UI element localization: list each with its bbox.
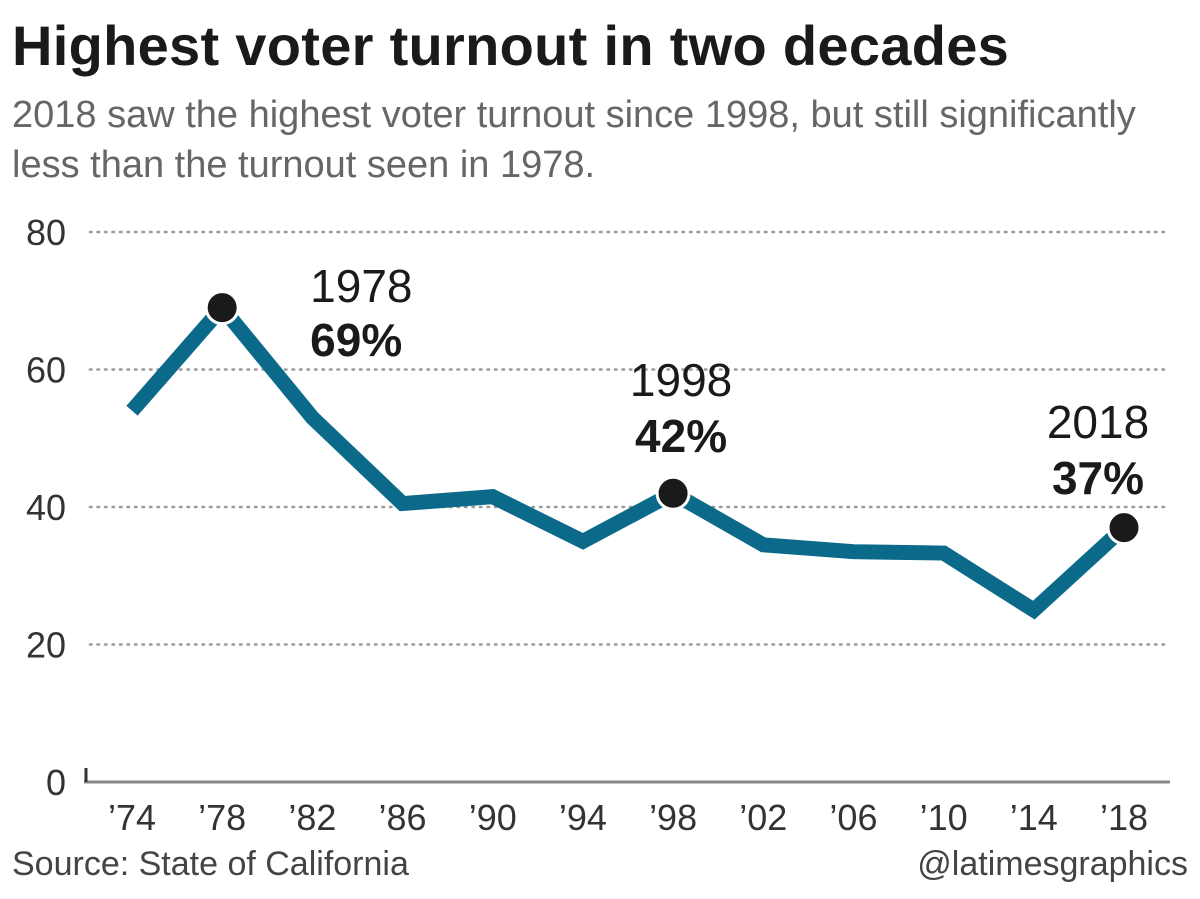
highlight-marker <box>204 290 240 326</box>
y-tick-label: 40 <box>26 487 66 528</box>
x-tick-label: ’74 <box>108 797 156 838</box>
x-tick-label: ’94 <box>559 797 607 838</box>
annotation-value: 37% <box>1052 452 1144 504</box>
x-axis <box>84 768 1170 784</box>
annotation-value: 69% <box>310 314 402 366</box>
annotation-year: 2018 <box>1047 396 1149 448</box>
chart-title: Highest voter turnout in two decades <box>12 14 1010 77</box>
x-tick-label: ’02 <box>739 797 787 838</box>
markers <box>204 290 1142 546</box>
y-axis-ticks: 0 20 40 60 80 <box>26 212 66 803</box>
x-tick-label: ’78 <box>198 797 246 838</box>
x-tick-label: ’86 <box>379 797 427 838</box>
chart-subtitle: 2018 saw the highest voter turnout since… <box>12 94 1136 186</box>
highlight-marker <box>655 475 691 511</box>
gridlines <box>88 230 1172 646</box>
annotation-year: 1978 <box>310 260 412 312</box>
series <box>126 296 1130 620</box>
y-tick-label: 60 <box>26 350 66 391</box>
source-note: Source: State of California <box>12 845 409 883</box>
highlight-marker <box>1106 510 1142 546</box>
x-tick-label: ’10 <box>920 797 968 838</box>
x-tick-label: ’90 <box>469 797 517 838</box>
credit-note: @latimesgraphics <box>917 845 1188 883</box>
x-tick-label: ’14 <box>1010 797 1058 838</box>
x-tick-label: ’98 <box>649 797 697 838</box>
x-tick-label: ’06 <box>829 797 877 838</box>
annotation-value: 42% <box>635 410 727 462</box>
y-tick-label: 20 <box>26 625 66 666</box>
x-tick-label: ’82 <box>288 797 336 838</box>
x-axis-ticks: ’74 ’78 ’82 ’86 ’90 ’94 ’98 ’02 ’06 ’10 ’14 ’18 <box>108 797 1148 838</box>
annotation-year: 1998 <box>630 354 732 406</box>
series-line <box>126 296 1130 620</box>
y-tick-label: 0 <box>46 762 66 803</box>
x-tick-label: ’18 <box>1100 797 1148 838</box>
y-tick-label: 80 <box>26 212 66 253</box>
